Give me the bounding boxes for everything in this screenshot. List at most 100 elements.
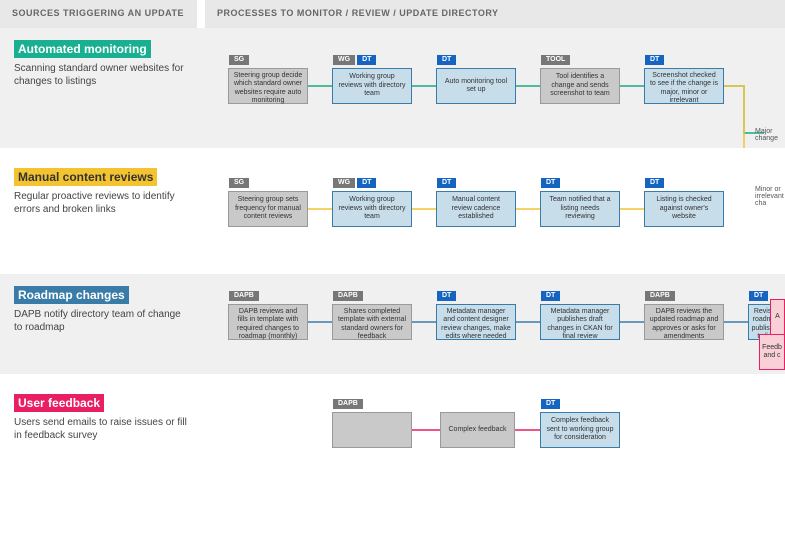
lane-desc: DAPB notify directory team of change to … [14, 308, 191, 334]
lane-title: Roadmap changes [14, 286, 129, 304]
tag: DAPB [333, 291, 363, 301]
node-text: DAPB reviews the updated roadmap and app… [645, 305, 723, 345]
node-tags: WGDT [333, 178, 376, 188]
node-text: Working group reviews with directory tea… [333, 69, 411, 103]
node-tags: SG [229, 55, 249, 65]
tag: DT [437, 291, 456, 301]
flow-node: DAPB [332, 412, 412, 448]
flow-node: DAPBShares completed template with exter… [332, 304, 412, 340]
lane-feedback: User feedback Users send emails to raise … [0, 382, 785, 482]
tag: DT [357, 178, 376, 188]
lane-right: DAPB DAPB reviews and fills in template w… [205, 274, 785, 374]
node-tags: DT [645, 55, 664, 65]
node-tags: DT [541, 291, 560, 301]
tag: WG [333, 178, 355, 188]
flow-node: DAPBDAPB reviews and fills in template w… [228, 304, 308, 340]
lane-desc: Users send emails to raise issues or fil… [14, 416, 191, 442]
node-text: Feedb and c [760, 335, 784, 369]
node-text: Shares completed template with external … [333, 305, 411, 345]
tag: DT [541, 291, 560, 301]
flow-node: DTAuto monitoring tool set up [436, 68, 516, 104]
node-tags: DAPB [645, 291, 675, 301]
lane-title: Automated monitoring [14, 40, 151, 58]
node-text: Screenshot checked to see if the change … [645, 69, 723, 109]
lanes-container: Automated monitoring Scanning standard ow… [0, 28, 785, 490]
node-text: Auto monitoring tool set up [437, 69, 515, 103]
flow-node: A [770, 299, 785, 335]
tag: TOOL [541, 55, 570, 65]
flow-node: Complex feedback [440, 412, 515, 448]
node-text: Tool identifies a change and sends scree… [541, 69, 619, 103]
branch-label: Major change [755, 128, 785, 142]
tag: WG [333, 55, 355, 65]
tag: DT [645, 178, 664, 188]
node-tags: DAPB [333, 291, 363, 301]
node-tags: DT [437, 291, 456, 301]
lane-right: DAPBComplex feedbackDTComplex feedback s… [205, 382, 785, 482]
header-row: SOURCES TRIGGERING AN UPDATE PROCESSES T… [0, 0, 785, 28]
node-tags: SG [229, 178, 249, 188]
lane-left: User feedback Users send emails to raise … [0, 382, 205, 482]
flow-node: DTScreenshot checked to see if the chang… [644, 68, 724, 104]
node-text: Complex feedback [441, 413, 514, 447]
flow-node: Feedb and c [759, 334, 785, 370]
node-text: A [771, 300, 784, 334]
tag: DT [437, 178, 456, 188]
node-text: Manual content review cadence establishe… [437, 192, 515, 226]
node-tags: DAPB [229, 291, 259, 301]
flow-node: DAPBDAPB reviews the updated roadmap and… [644, 304, 724, 340]
flow-node: WGDTWorking group reviews with directory… [332, 68, 412, 104]
node-tags: DT [749, 291, 768, 301]
node-tags: DT [437, 178, 456, 188]
node-text: Team notified that a listing needs revie… [541, 192, 619, 226]
lane-desc: Scanning standard owner websites for cha… [14, 62, 191, 88]
tag: DT [357, 55, 376, 65]
tag: SG [229, 178, 249, 188]
tag: DT [437, 55, 456, 65]
lane-manual: Manual content reviews Regular proactive … [0, 156, 785, 266]
lane-desc: Regular proactive reviews to identify er… [14, 190, 191, 216]
tag: DT [541, 178, 560, 188]
lane-left: Roadmap changes DAPB notify directory tea… [0, 274, 205, 374]
node-tags: TOOL [541, 55, 570, 65]
flow-node: DTTeam notified that a listing needs rev… [540, 191, 620, 227]
lane-right: SGSteering group decide which standard o… [205, 28, 785, 148]
node-tags: DAPB [333, 399, 363, 409]
node-text: Metadata manager and content designer re… [437, 305, 515, 345]
lane-left: Manual content reviews Regular proactive … [0, 156, 205, 266]
flow-node: DTMetadata manager and content designer … [436, 304, 516, 340]
flow-node: DTMetadata manager publishes draft chang… [540, 304, 620, 340]
flow-node: SGSteering group decide which standard o… [228, 68, 308, 104]
tag: DAPB [333, 399, 363, 409]
flow-node: SGSteering group sets frequency for manu… [228, 191, 308, 227]
node-text: Listing is checked against owner's websi… [645, 192, 723, 226]
flow-node: DTManual content review cadence establis… [436, 191, 516, 227]
tag: DAPB [229, 291, 259, 301]
node-tags: DT [541, 399, 560, 409]
lane-title: Manual content reviews [14, 168, 157, 186]
node-tags: WGDT [333, 55, 376, 65]
node-tags: DT [645, 178, 664, 188]
lane-right: SG Steering group sets frequency for manu… [205, 156, 785, 266]
lane-roadmap: Roadmap changes DAPB notify directory tea… [0, 274, 785, 374]
tag: DT [645, 55, 664, 65]
flow-node: DTListing is checked against owner's web… [644, 191, 724, 227]
lane-auto: Automated monitoring Scanning standard ow… [0, 28, 785, 148]
flow-node: TOOLTool identifies a change and sends s… [540, 68, 620, 104]
node-text [333, 413, 411, 447]
node-tags: DT [541, 178, 560, 188]
node-text: Complex feedback sent to working group f… [541, 413, 619, 447]
flow-node: DTComplex feedback sent to working group… [540, 412, 620, 448]
header-left: SOURCES TRIGGERING AN UPDATE [0, 0, 205, 28]
tag: DT [541, 399, 560, 409]
tag: DT [749, 291, 768, 301]
header-right: PROCESSES TO MONITOR / REVIEW / UPDATE D… [205, 0, 785, 28]
lane-title: User feedback [14, 394, 104, 412]
node-tags: DT [437, 55, 456, 65]
node-text: Steering group sets frequency for manual… [229, 192, 307, 226]
node-text: Working group reviews with directory tea… [333, 192, 411, 226]
node-text: DAPB reviews and fills in template with … [229, 305, 307, 345]
node-text: Metadata manager publishes draft changes… [541, 305, 619, 345]
tag: SG [229, 55, 249, 65]
flow-node: WGDTWorking group reviews with directory… [332, 191, 412, 227]
